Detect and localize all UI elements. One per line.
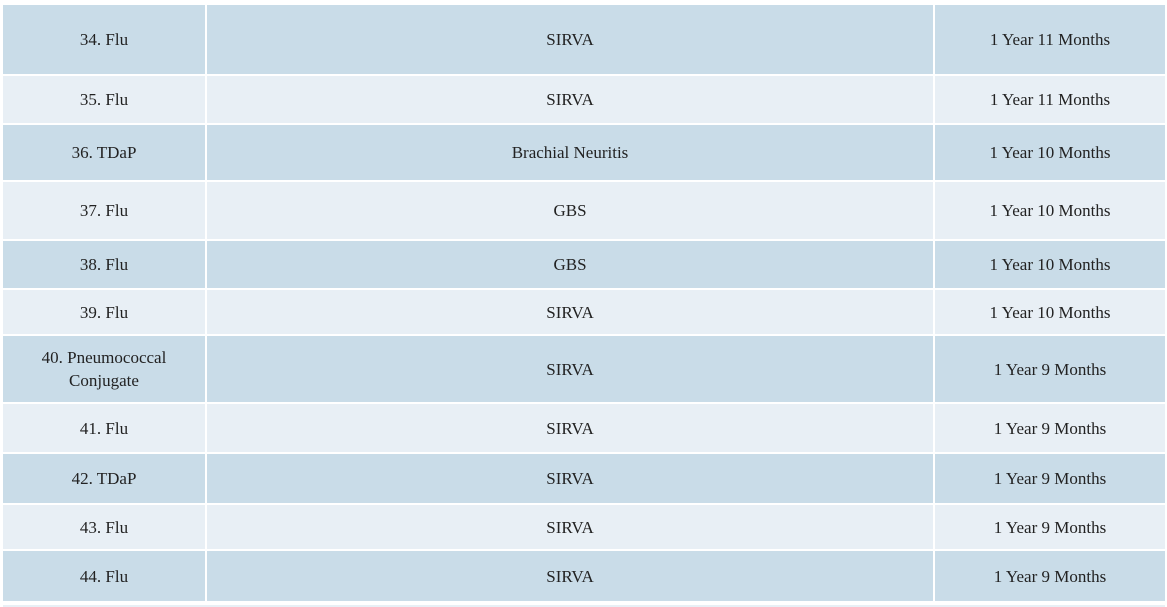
vaccine-cell: 36. TDaP: [3, 125, 205, 180]
vaccine-cell: 40. Pneumococcal Conjugate: [3, 336, 205, 402]
vaccine-cell: 37. Flu: [3, 182, 205, 239]
duration-cell: 1 Year 10 Months: [935, 125, 1165, 180]
vaccine-cell: 34. Flu: [3, 5, 205, 74]
vaccine-cell: 42. TDaP: [3, 454, 205, 503]
vaccine-cell: 41. Flu: [3, 404, 205, 452]
vaccine-cell: 38. Flu: [3, 241, 205, 288]
injury-cell: SIRVA: [207, 505, 933, 549]
duration-cell: 1 Year 10 Months: [935, 290, 1165, 334]
vaccine-cell: 43. Flu: [3, 505, 205, 549]
duration-cell: 1 Year 9 Months: [935, 404, 1165, 452]
injury-cell: SIRVA: [207, 551, 933, 601]
vaccine-cell: 35. Flu: [3, 76, 205, 123]
injury-cell: Brachial Neuritis: [207, 125, 933, 180]
injury-cell: SIRVA: [207, 336, 933, 402]
injury-cell: SIRVA: [207, 454, 933, 503]
vaccine-cell: 39. Flu: [3, 290, 205, 334]
injury-cell: SIRVA: [207, 5, 933, 74]
duration-cell: 1 Year 10 Months: [935, 182, 1165, 239]
duration-cell: 1 Year 9 Months: [935, 454, 1165, 503]
duration-cell: 1 Year 9 Months: [935, 336, 1165, 402]
injury-cell: GBS: [207, 241, 933, 288]
injury-cell: SIRVA: [207, 76, 933, 123]
duration-cell: 1 Year 11 Months: [935, 76, 1165, 123]
duration-cell: 1 Year 9 Months: [935, 505, 1165, 549]
next-row-edge: [3, 605, 1165, 607]
duration-cell: 1 Year 11 Months: [935, 5, 1165, 74]
injury-cell: GBS: [207, 182, 933, 239]
vaccine-cell: 44. Flu: [3, 551, 205, 601]
duration-cell: 1 Year 10 Months: [935, 241, 1165, 288]
duration-cell: 1 Year 9 Months: [935, 551, 1165, 601]
injury-cell: SIRVA: [207, 290, 933, 334]
results-table: 34. Flu SIRVA 1 Year 11 Months 35. Flu SIRVA…: [3, 5, 1165, 601]
injury-cell: SIRVA: [207, 404, 933, 452]
